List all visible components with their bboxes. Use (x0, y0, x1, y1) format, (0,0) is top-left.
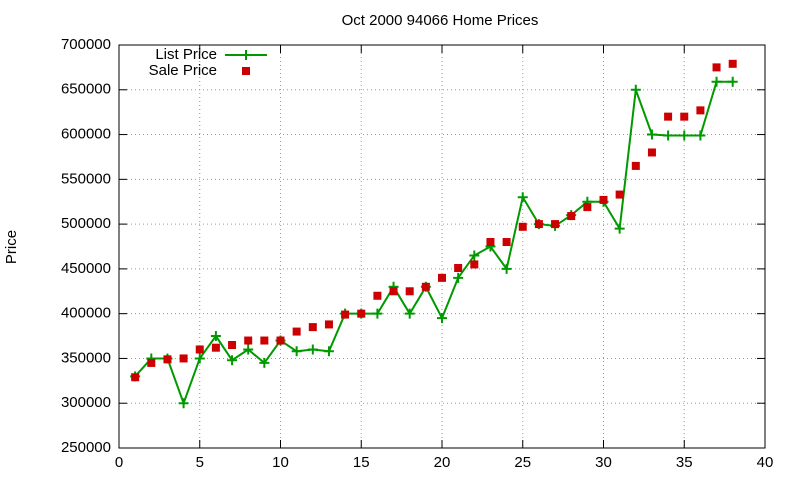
point (228, 341, 237, 350)
legend-label: Sale Price (149, 62, 217, 79)
point (696, 106, 705, 115)
point (357, 309, 366, 318)
point (614, 223, 625, 234)
point (227, 355, 238, 366)
point (517, 192, 528, 203)
point (243, 344, 254, 355)
point (695, 130, 706, 141)
point (469, 250, 480, 261)
point (663, 130, 674, 141)
point (502, 238, 511, 247)
point (630, 84, 641, 95)
point (292, 327, 301, 336)
chart-title: Oct 2000 94066 Home Prices (342, 12, 539, 29)
point (518, 222, 527, 231)
point (421, 282, 430, 291)
point (615, 190, 624, 199)
point (454, 263, 463, 272)
point (372, 308, 383, 319)
y-tick-label: 350000 (61, 349, 111, 366)
x-tick-label: 20 (434, 454, 451, 471)
x-tick-label: 35 (676, 454, 693, 471)
point (211, 343, 220, 352)
y-tick-label: 700000 (61, 36, 111, 53)
point (308, 323, 317, 332)
point (486, 238, 495, 247)
point (324, 320, 333, 329)
point (599, 195, 608, 204)
x-tick-label: 25 (514, 454, 531, 471)
point (711, 76, 722, 87)
y-tick-label: 450000 (61, 260, 111, 277)
point (147, 358, 156, 367)
point (276, 336, 285, 345)
point (389, 287, 398, 296)
y-tick-label: 550000 (61, 170, 111, 187)
point (244, 336, 253, 345)
y-tick-label: 650000 (61, 81, 111, 98)
y-tick-label: 500000 (61, 215, 111, 232)
point (680, 112, 689, 121)
point (551, 220, 560, 229)
point (260, 336, 269, 345)
point (501, 263, 512, 274)
point (210, 331, 221, 342)
y-tick-label: 400000 (61, 305, 111, 322)
point (567, 212, 576, 221)
point (259, 357, 270, 368)
point (373, 291, 382, 300)
point (647, 148, 656, 157)
point (178, 398, 189, 409)
point (664, 112, 673, 121)
point (131, 373, 140, 382)
point (163, 355, 172, 364)
point (453, 272, 464, 283)
point (631, 161, 640, 170)
point (437, 313, 447, 324)
point (646, 129, 657, 140)
x-tick-label: 0 (115, 454, 123, 471)
y-tick-label: 300000 (61, 394, 111, 411)
point (179, 354, 188, 363)
point (194, 353, 205, 364)
x-tick-label: 15 (353, 454, 370, 471)
series-line (134, 80, 733, 407)
point (583, 203, 592, 212)
point (291, 346, 302, 357)
point (404, 308, 415, 319)
point (534, 220, 543, 229)
x-tick-label: 30 (595, 454, 612, 471)
point (341, 310, 350, 319)
point (307, 344, 318, 355)
point (438, 273, 446, 282)
plot-frame (118, 44, 766, 449)
y-tick-label: 600000 (61, 126, 111, 143)
point (470, 260, 479, 269)
legend-marker (241, 50, 251, 60)
legend-marker (242, 67, 250, 75)
point (323, 346, 334, 357)
point (405, 287, 414, 296)
point (712, 63, 721, 72)
point (679, 130, 690, 141)
point (728, 59, 737, 68)
y-tick-label: 250000 (61, 439, 111, 456)
y-axis-label: Price (3, 230, 20, 264)
point (727, 76, 738, 87)
x-tick-label: 10 (272, 454, 289, 471)
legend-label: List Price (155, 46, 217, 63)
point (195, 345, 204, 354)
x-tick-label: 5 (196, 454, 204, 471)
x-tick-label: 40 (757, 454, 774, 471)
